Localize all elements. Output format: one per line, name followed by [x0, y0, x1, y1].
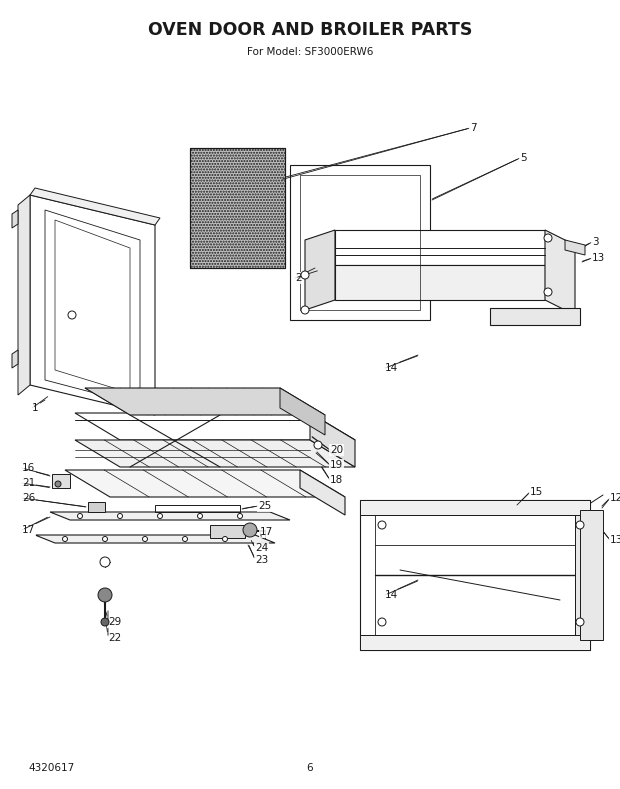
- Polygon shape: [490, 308, 580, 325]
- Polygon shape: [545, 230, 575, 315]
- Polygon shape: [280, 388, 325, 435]
- Circle shape: [143, 537, 148, 541]
- Text: 5: 5: [520, 153, 526, 163]
- Text: 4320617: 4320617: [28, 763, 74, 773]
- Circle shape: [544, 234, 552, 242]
- Polygon shape: [575, 500, 590, 650]
- Circle shape: [223, 537, 228, 541]
- Text: 26: 26: [22, 493, 35, 503]
- Circle shape: [301, 271, 309, 279]
- Text: 12: 12: [610, 493, 620, 503]
- Polygon shape: [335, 265, 545, 300]
- Text: 17: 17: [260, 527, 273, 537]
- Text: 13: 13: [592, 253, 605, 263]
- Text: 25: 25: [258, 501, 272, 511]
- Polygon shape: [305, 230, 335, 310]
- Circle shape: [301, 306, 309, 314]
- Text: 3: 3: [592, 237, 599, 247]
- Circle shape: [237, 514, 242, 518]
- Circle shape: [378, 618, 386, 626]
- Polygon shape: [52, 474, 70, 488]
- Polygon shape: [30, 195, 155, 415]
- Text: 24: 24: [255, 543, 268, 553]
- Polygon shape: [210, 525, 245, 538]
- Polygon shape: [18, 195, 30, 395]
- Text: 22: 22: [108, 633, 122, 643]
- Circle shape: [78, 514, 82, 518]
- Polygon shape: [85, 388, 325, 415]
- Text: 2: 2: [295, 273, 301, 283]
- Polygon shape: [50, 512, 290, 520]
- Polygon shape: [360, 500, 590, 515]
- Polygon shape: [12, 350, 18, 368]
- Circle shape: [182, 537, 187, 541]
- Circle shape: [544, 288, 552, 296]
- Polygon shape: [565, 240, 585, 255]
- Polygon shape: [360, 500, 590, 650]
- Circle shape: [63, 537, 68, 541]
- Circle shape: [314, 441, 322, 449]
- Circle shape: [102, 537, 107, 541]
- Circle shape: [101, 618, 109, 626]
- Circle shape: [198, 514, 203, 518]
- Text: 19: 19: [330, 460, 343, 470]
- Polygon shape: [88, 502, 105, 512]
- Text: For Model: SF3000ERW6: For Model: SF3000ERW6: [247, 47, 373, 57]
- Circle shape: [68, 311, 76, 319]
- Polygon shape: [190, 148, 285, 268]
- Text: OVEN DOOR AND BROILER PARTS: OVEN DOOR AND BROILER PARTS: [148, 21, 472, 39]
- Text: 14: 14: [385, 590, 398, 600]
- Polygon shape: [65, 470, 345, 497]
- Circle shape: [243, 523, 257, 537]
- Text: 23: 23: [255, 555, 268, 565]
- Polygon shape: [310, 413, 355, 467]
- Text: 18: 18: [330, 475, 343, 485]
- Circle shape: [576, 618, 584, 626]
- Circle shape: [98, 588, 112, 602]
- Circle shape: [157, 514, 162, 518]
- Circle shape: [118, 514, 123, 518]
- Polygon shape: [35, 535, 275, 543]
- Text: 6: 6: [307, 763, 313, 773]
- Circle shape: [576, 521, 584, 529]
- Circle shape: [55, 481, 61, 487]
- Polygon shape: [290, 165, 430, 320]
- Text: 16: 16: [22, 463, 35, 473]
- Text: 14: 14: [385, 363, 398, 373]
- Polygon shape: [360, 635, 590, 650]
- Polygon shape: [12, 210, 18, 228]
- Text: 15: 15: [530, 487, 543, 497]
- Circle shape: [100, 557, 110, 567]
- Polygon shape: [300, 470, 345, 515]
- Text: 17: 17: [22, 525, 35, 535]
- Polygon shape: [30, 188, 160, 225]
- Text: 1: 1: [32, 403, 38, 413]
- Polygon shape: [75, 440, 355, 467]
- Text: 7: 7: [470, 123, 477, 133]
- Polygon shape: [580, 510, 603, 640]
- Text: 21: 21: [22, 478, 35, 488]
- Text: 29: 29: [108, 617, 122, 627]
- Text: 20: 20: [330, 445, 343, 455]
- Text: 13: 13: [610, 535, 620, 545]
- Polygon shape: [335, 230, 545, 265]
- Circle shape: [378, 521, 386, 529]
